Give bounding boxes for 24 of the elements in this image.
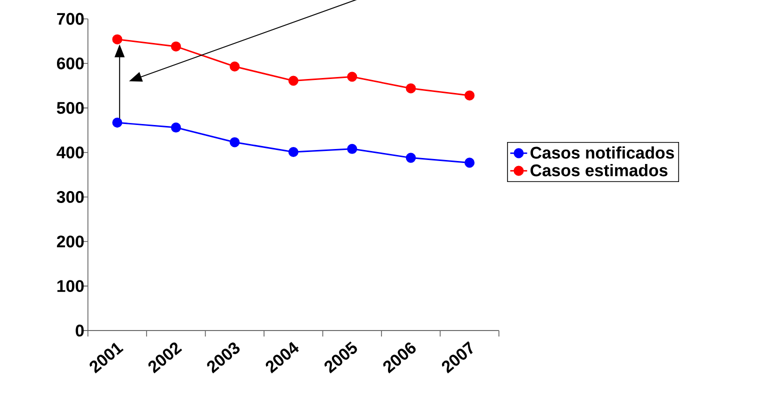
y-tick-label: 600 bbox=[56, 57, 84, 70]
point bbox=[112, 34, 122, 44]
y-tick-label: 0 bbox=[76, 324, 84, 337]
point bbox=[288, 146, 298, 158]
point bbox=[347, 72, 358, 82]
point bbox=[288, 76, 298, 86]
point bbox=[170, 122, 181, 133]
y-tick-label: 300 bbox=[56, 191, 84, 203]
point bbox=[230, 137, 240, 148]
point bbox=[170, 41, 181, 52]
point bbox=[230, 61, 240, 72]
point bbox=[406, 152, 416, 163]
y-tick-label: 400 bbox=[56, 146, 84, 158]
y-tick-label: 500 bbox=[56, 102, 84, 114]
point bbox=[406, 83, 416, 94]
legend-label: Casos estimados bbox=[530, 164, 668, 176]
y-tick-label: 700 bbox=[57, 12, 84, 25]
point bbox=[464, 90, 475, 100]
point bbox=[347, 144, 358, 154]
legend-label: Casos notificados bbox=[530, 146, 674, 159]
point bbox=[464, 158, 475, 168]
y-tick-label: 100 bbox=[57, 280, 84, 292]
y-tick-label: 200 bbox=[56, 236, 84, 248]
point bbox=[112, 118, 122, 128]
